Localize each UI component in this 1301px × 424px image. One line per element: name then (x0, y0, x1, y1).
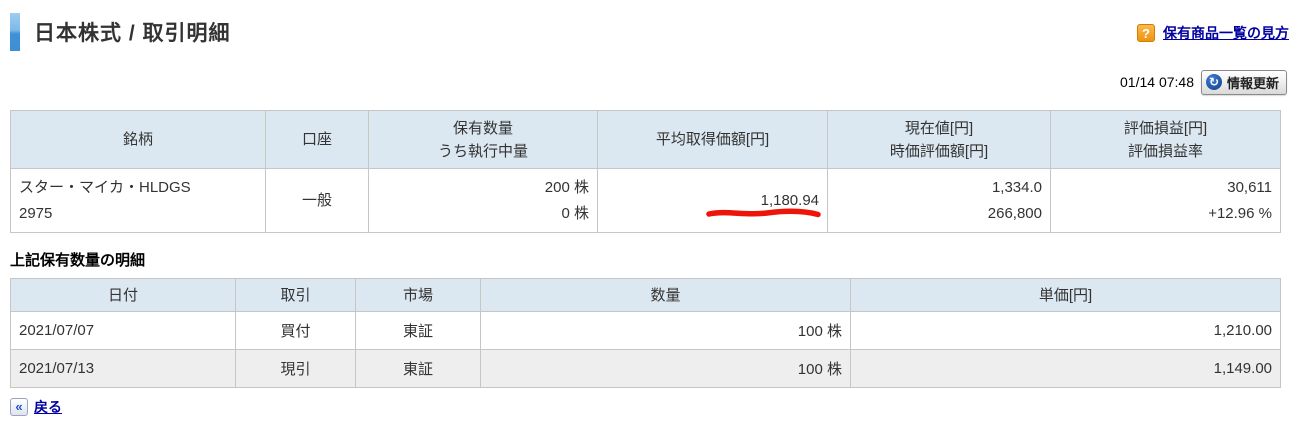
col-header-name: 銘柄 (10, 110, 266, 169)
col-header-profit-loss: 評価損益[円] 評価損益率 (1050, 110, 1281, 169)
holdings-header-row: 銘柄 口座 保有数量 うち執行中量 平均取得価額[円] 現在値[円] 時価評価額… (10, 110, 1281, 169)
detail-table: 日付 取引 市場 数量 単価[円] 2021/07/07 買付 東証 100 株… (10, 278, 1281, 388)
col-header-trade: 取引 (235, 278, 356, 312)
holdings-guide-link[interactable]: 保有商品一覧の見方 (1163, 25, 1289, 41)
page-title: 日本株式 / 取引明細 (34, 22, 231, 45)
col-header-current: 現在値[円] 時価評価額[円] (827, 110, 1051, 169)
market-cell: 東証 (355, 349, 481, 388)
col-header-account: 口座 (265, 110, 369, 169)
qty-cell: 100 株 (480, 311, 851, 350)
back-chevrons-icon[interactable]: « (10, 398, 28, 416)
col-header-qty: 数量 (480, 278, 851, 312)
col-header-market: 市場 (355, 278, 481, 312)
col-header-unit-price: 単価[円] (850, 278, 1281, 312)
trade-cell: 現引 (235, 349, 356, 388)
back-row: « 戻る (10, 397, 1301, 417)
qty-cell: 100 株 (480, 349, 851, 388)
detail-section-title: 上記保有数量の明細 (10, 252, 146, 269)
detail-row-2: 2021/07/13 現引 東証 100 株 1,149.00 (10, 349, 1281, 388)
holdings-data-row: スター・マイカ・HLDGS 2975 一般 200 株 0 株 1,180.94… (10, 168, 1281, 233)
col-header-date: 日付 (10, 278, 236, 312)
current-value-cell: 1,334.0 266,800 (827, 168, 1051, 233)
price-cell: 1,149.00 (850, 349, 1281, 388)
detail-header-row: 日付 取引 市場 数量 単価[円] (10, 278, 1281, 312)
back-link[interactable]: 戻る (34, 399, 62, 415)
title-accent-bar (10, 13, 20, 51)
market-cell: 東証 (355, 311, 481, 350)
quantity-cell: 200 株 0 株 (368, 168, 598, 233)
trade-cell: 買付 (235, 311, 356, 350)
refresh-icon: ↻ (1205, 74, 1222, 90)
date-cell: 2021/07/13 (10, 349, 236, 388)
date-cell: 2021/07/07 (10, 311, 236, 350)
avg-price-cell: 1,180.94 (597, 168, 828, 233)
title-row: 日本株式 / 取引明細 ? 保有商品一覧の見方 (0, 0, 1301, 52)
stock-name-cell: スター・マイカ・HLDGS 2975 (10, 168, 266, 233)
detail-row-1: 2021/07/07 買付 東証 100 株 1,210.00 (10, 311, 1281, 350)
col-header-quantity: 保有数量 うち執行中量 (368, 110, 598, 169)
holdings-table: 銘柄 口座 保有数量 うち執行中量 平均取得価額[円] 現在値[円] 時価評価額… (10, 110, 1281, 233)
refresh-button[interactable]: ↻ 情報更新 (1200, 69, 1287, 95)
account-cell: 一般 (265, 168, 369, 233)
profit-loss-cell: 30,611 +12.96 % (1050, 168, 1281, 233)
col-header-avg-price: 平均取得価額[円] (597, 110, 828, 169)
avg-price-value: 1,180.94 (760, 191, 819, 209)
timestamp: 01/14 07:48 (1120, 74, 1194, 90)
refresh-button-label: 情報更新 (1226, 75, 1279, 91)
help-question-icon[interactable]: ? (1137, 24, 1155, 42)
status-row: 01/14 07:48 ↻ 情報更新 (0, 52, 1301, 96)
price-cell: 1,210.00 (850, 311, 1281, 350)
title-right-group: ? 保有商品一覧の見方 (1137, 21, 1289, 43)
